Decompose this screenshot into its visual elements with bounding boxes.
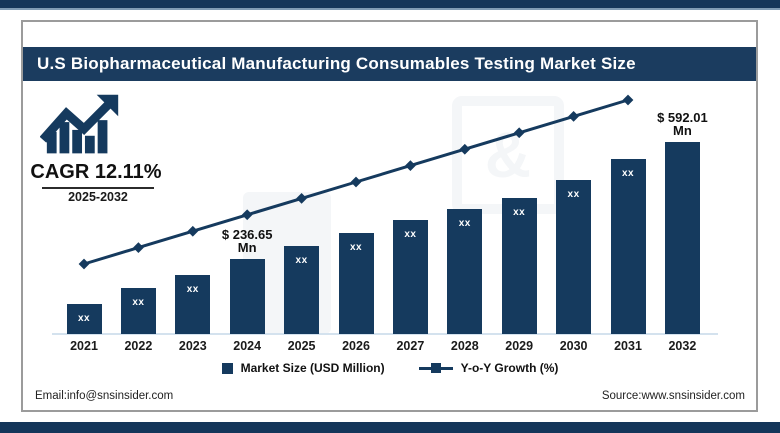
- line-marker-swatch-icon: [418, 363, 453, 373]
- legend-label: Market Size (USD Million): [240, 361, 385, 375]
- bar-2024: [229, 259, 265, 334]
- bar-value-placeholder: xx: [349, 242, 363, 253]
- x-axis-label: 2024: [233, 339, 262, 353]
- line-marker-diamond-icon: [350, 176, 362, 188]
- legend-label: Y-o-Y Growth (%): [460, 361, 559, 375]
- bar-value-annotation-2024: $ 236.65 Mn: [221, 227, 273, 255]
- x-axis-label: 2027: [396, 339, 425, 353]
- x-axis-label: 2025: [287, 339, 316, 353]
- bar-2032: [664, 142, 700, 334]
- bar-value-placeholder: xx: [404, 229, 417, 240]
- bar-value-placeholder: xx: [567, 189, 580, 200]
- line-marker-diamond-icon: [622, 94, 634, 106]
- bar-value-placeholder: xx: [186, 284, 199, 295]
- line-marker-diamond-icon: [568, 111, 579, 122]
- line-marker-diamond-icon: [133, 242, 144, 253]
- bar-value-annotation-2032: $ 592.01 Mn: [657, 110, 708, 138]
- footer-email: Email:info@snsinsider.com: [35, 390, 174, 402]
- x-axis-label: 2029: [505, 339, 534, 353]
- x-axis-label: 2026: [342, 339, 370, 353]
- x-axis-label: 2032: [668, 339, 697, 353]
- bar-value-placeholder: xx: [132, 297, 145, 308]
- chart-legend: Market Size (USD Million) Y-o-Y Growth (…: [0, 361, 780, 375]
- line-marker-diamond-icon: [405, 160, 416, 171]
- footer-source: Source:www.snsinsider.com: [601, 390, 745, 402]
- bar-2030: [556, 180, 592, 334]
- x-axis-label: 2030: [559, 339, 588, 353]
- bar-2022: [120, 288, 156, 334]
- x-axis-label: 2021: [70, 339, 98, 353]
- bar-value-placeholder: xx: [458, 218, 471, 229]
- top-strip-accent: [0, 8, 780, 10]
- page-title: U.S Biopharmaceutical Manufacturing Cons…: [23, 47, 756, 81]
- bar-value-placeholder: xx: [513, 207, 526, 218]
- bar-value-placeholder: xx: [295, 255, 308, 266]
- legend-item-market-size: Market Size (USD Million): [221, 361, 385, 375]
- line-marker-diamond-icon: [241, 209, 253, 221]
- line-marker-diamond-icon: [296, 193, 307, 204]
- bar-2029: [501, 198, 537, 334]
- bottom-strip: [0, 422, 780, 433]
- bar-2023: [175, 275, 211, 334]
- legend-item-yoy-growth: Y-o-Y Growth (%): [418, 361, 559, 375]
- top-strip: [0, 0, 780, 8]
- line-marker-diamond-icon: [513, 127, 525, 139]
- x-axis-label: 2031: [614, 339, 642, 353]
- line-marker-diamond-icon: [78, 258, 90, 270]
- bar-swatch-icon: [221, 362, 233, 374]
- bar-2021: [66, 304, 102, 334]
- bar-2031: [610, 159, 646, 334]
- bar-value-placeholder: xx: [621, 168, 635, 179]
- x-axis-label: 2022: [124, 339, 153, 353]
- x-axis-baseline: [52, 333, 718, 335]
- line-marker-diamond-icon: [459, 143, 471, 155]
- x-axis-label: 2023: [178, 339, 207, 353]
- bar-value-placeholder: xx: [77, 313, 91, 324]
- line-marker-diamond-icon: [187, 225, 199, 237]
- x-axis-label: 2028: [450, 339, 479, 353]
